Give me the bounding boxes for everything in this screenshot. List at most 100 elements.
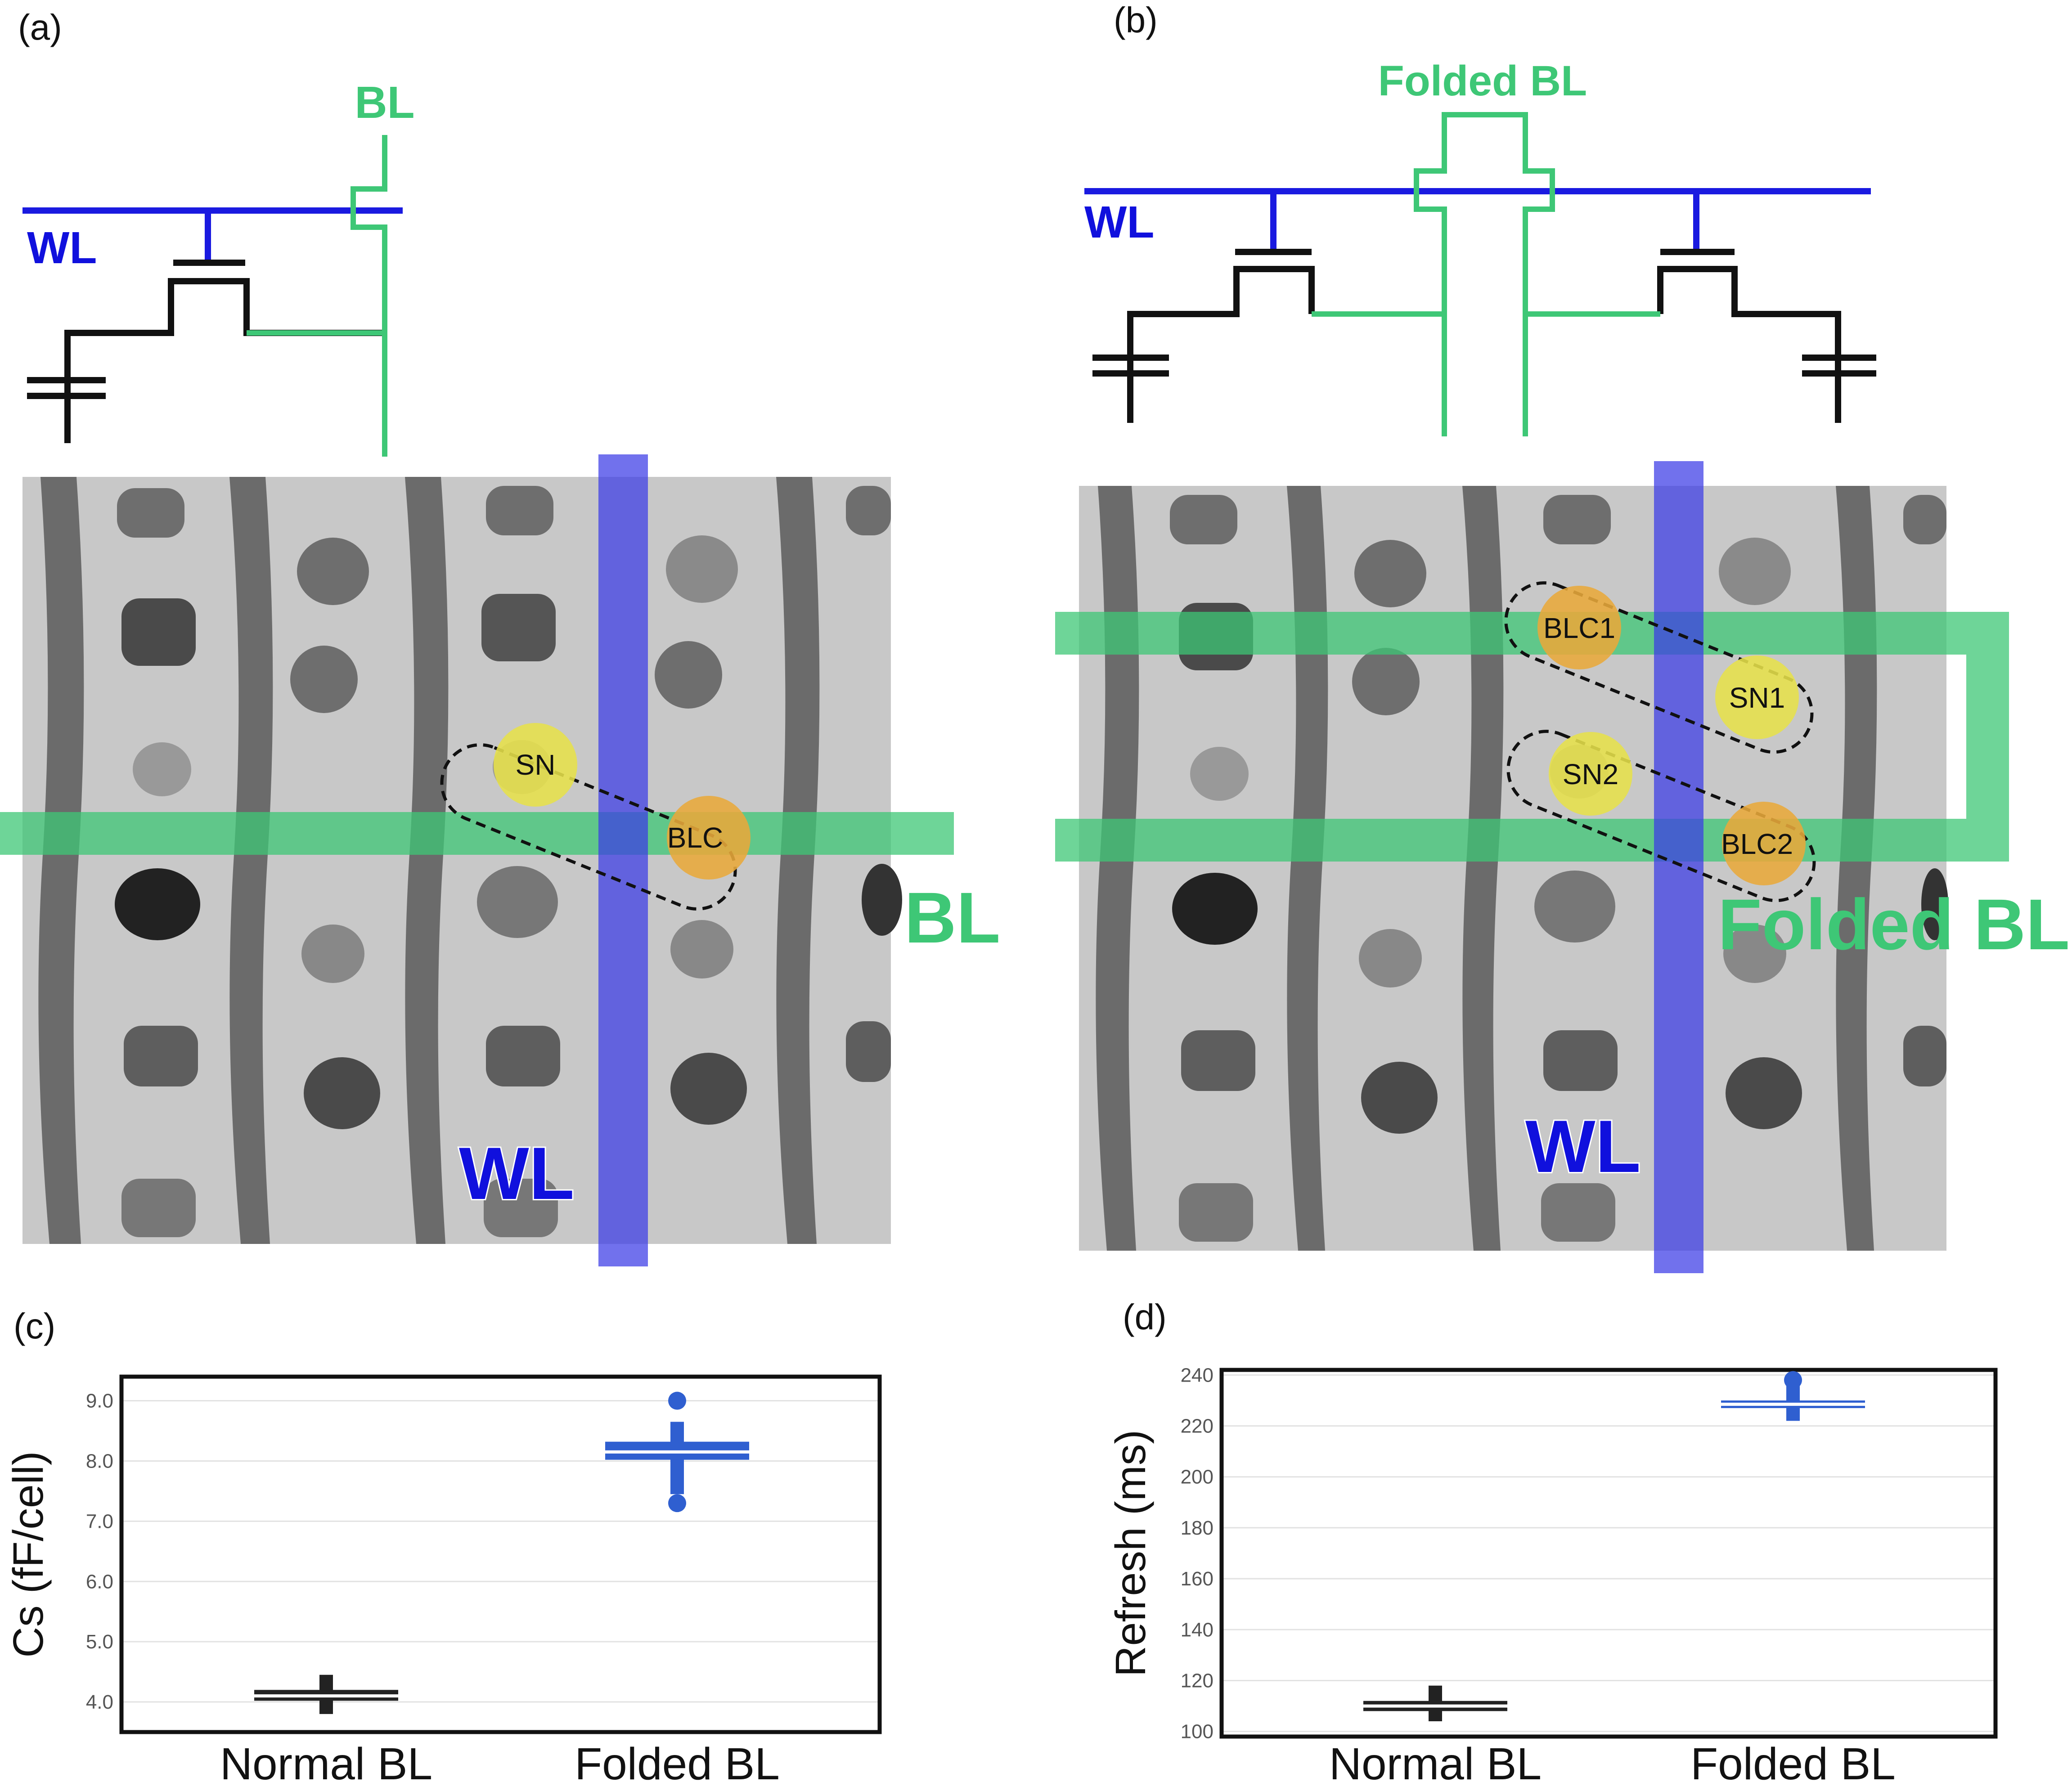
sn2-label: SN2 <box>1563 758 1619 790</box>
y-tick-label: 9.0 <box>86 1390 113 1412</box>
active-area <box>121 598 196 666</box>
active-area <box>846 486 891 535</box>
active-area <box>670 920 733 979</box>
micrograph-b: BLC1 SN1 SN2 BLC2 Folded BL WL <box>1055 461 2070 1273</box>
active-area <box>1190 747 1249 801</box>
y-tick-label: 160 <box>1181 1568 1214 1590</box>
y-tick-label: 4.0 <box>86 1691 113 1713</box>
blc2-marker <box>1722 802 1806 885</box>
wordline-overlay <box>1654 461 1703 1273</box>
panel-b: (b) Folded BL WL <box>1055 0 2070 1273</box>
folded-bitline-right <box>1523 311 1660 436</box>
x-category-label: Normal BL <box>220 1739 432 1782</box>
folded-bitline-upper <box>1055 612 2009 655</box>
chart-c: 4.0 5.0 6.0 7.0 8.0 9.0 Cs (fF/cell) Normal BL F… <box>4 1374 882 1782</box>
schematic-a: BL WL <box>22 77 415 457</box>
active-area <box>1903 495 1946 544</box>
y-tick-label: 120 <box>1181 1670 1214 1692</box>
active-area <box>1352 648 1420 715</box>
y-tick-label: 8.0 <box>86 1450 113 1472</box>
schematic-wl-label: WL <box>27 223 97 273</box>
active-area <box>301 925 364 983</box>
micrograph-folded-bl-label: Folded BL <box>1718 884 2070 965</box>
active-area <box>1903 1026 1946 1086</box>
sn-label: SN <box>516 749 556 781</box>
isolation-columns <box>38 477 820 1244</box>
panel-c-label: (c) <box>13 1306 55 1346</box>
column <box>1287 486 1328 1251</box>
active-area <box>666 535 738 603</box>
plot-frame <box>119 1374 882 1734</box>
tem-texture <box>22 477 891 1244</box>
active-area <box>486 1026 560 1086</box>
cell-outline <box>440 743 737 911</box>
folded-bitline-overlay <box>1055 612 2009 862</box>
y-tick-label: 140 <box>1181 1619 1214 1641</box>
active-area <box>846 1021 891 1082</box>
active-area <box>486 486 553 535</box>
column <box>1096 486 1139 1251</box>
outlier-point <box>1784 1371 1802 1389</box>
transistor-channel-left <box>1127 266 1315 423</box>
bitline-overlay <box>0 812 954 855</box>
micrograph-bl-label: BL <box>904 877 1000 958</box>
active-area <box>1543 1030 1618 1091</box>
micrograph-wl-label: WL <box>1525 1105 1641 1188</box>
active-area <box>290 646 358 713</box>
active-area <box>124 1026 198 1086</box>
column <box>1462 486 1504 1251</box>
cell-outline-lower <box>1506 730 1816 902</box>
y-tick-label: 6.0 <box>86 1571 113 1593</box>
active-area <box>1921 868 1948 940</box>
wordline-overlay <box>598 454 648 1266</box>
active-area <box>484 1179 558 1237</box>
active-area <box>304 1057 380 1129</box>
y-tick-label: 7.0 <box>86 1510 113 1532</box>
active-area <box>1543 495 1611 544</box>
active-area <box>1181 1030 1255 1091</box>
active-area <box>1723 925 1786 983</box>
isolation-columns <box>1096 486 1877 1251</box>
active-area <box>1359 929 1422 988</box>
active-areas <box>115 486 902 1237</box>
folded-bitline-crossover <box>1414 112 1555 314</box>
active-area <box>670 1053 747 1125</box>
blc1-marker <box>1537 586 1621 669</box>
y-axis-label: Cs (fF/cell) <box>4 1451 52 1657</box>
active-area <box>655 641 722 709</box>
y-tick-label: 200 <box>1181 1466 1214 1488</box>
x-category-label: Folded BL <box>575 1739 780 1782</box>
active-area <box>1361 1062 1438 1134</box>
active-area <box>117 488 184 538</box>
panel-d-label: (d) <box>1123 1297 1167 1337</box>
transistor-channel-right <box>1657 266 1841 423</box>
active-area <box>121 1179 196 1237</box>
x-category-label: Folded BL <box>1690 1739 1896 1782</box>
transistor-channel <box>64 278 387 425</box>
panel-c: (c) 4.0 5.0 6.0 7.0 8.0 9.0 Cs (fF/cell) Normal… <box>4 1306 882 1782</box>
schematic-folded-bl-label: Folded BL <box>1378 57 1587 105</box>
active-area <box>1541 1183 1615 1242</box>
plot-frame <box>1219 1368 1998 1739</box>
y-tick-label: 180 <box>1181 1517 1214 1539</box>
panel-b-label: (b) <box>1114 0 1158 40</box>
active-area <box>477 866 558 938</box>
schematic-b: Folded BL WL <box>1084 57 1876 436</box>
column <box>405 477 449 1244</box>
panel-a-label: (a) <box>18 7 62 47</box>
column <box>776 477 820 1244</box>
sn2-marker <box>1549 732 1632 816</box>
bitline-contact-marker <box>667 796 751 880</box>
panel-d: (d) 100 120 140 160 180 200 220 240 Refresh (ms)… <box>1107 1297 1998 1782</box>
active-area <box>115 868 200 940</box>
column <box>229 477 273 1244</box>
column <box>1836 486 1877 1251</box>
active-area <box>1179 1183 1253 1242</box>
outlier-point <box>668 1391 686 1410</box>
sn1-marker <box>1715 655 1799 739</box>
active-area <box>1719 538 1791 605</box>
storage-node-marker <box>494 723 577 807</box>
outlier-point <box>668 1494 686 1513</box>
active-area <box>1726 1057 1802 1129</box>
